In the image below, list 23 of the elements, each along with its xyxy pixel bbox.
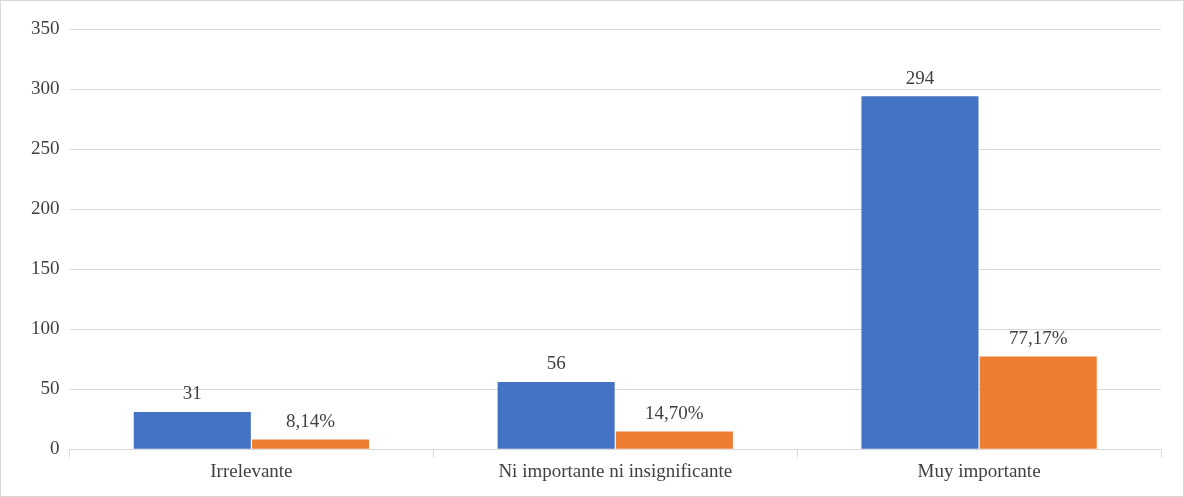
x-tick-label: Irrelevante	[210, 459, 293, 481]
bar	[615, 431, 733, 449]
bar	[497, 381, 615, 449]
data-label: 31	[182, 382, 202, 404]
y-tick-label: 0	[50, 437, 60, 459]
y-tick-label: 50	[40, 377, 60, 399]
data-label: 8,14%	[286, 409, 336, 431]
bar	[252, 439, 370, 449]
bar	[979, 356, 1097, 449]
x-tick-label: Ni importante ni insignificante	[498, 459, 733, 481]
y-tick-label: 250	[31, 137, 60, 159]
y-tick-label: 350	[31, 16, 60, 38]
data-label: 77,17%	[1008, 327, 1068, 349]
bar	[861, 96, 979, 449]
y-tick-label: 150	[31, 257, 60, 279]
x-tick-label: Muy importante	[917, 459, 1041, 481]
y-tick-label: 300	[31, 77, 60, 99]
y-tick-label: 100	[31, 317, 60, 339]
data-label: 56	[546, 352, 566, 374]
data-label: 14,70%	[645, 402, 704, 424]
data-label: 294	[905, 66, 935, 88]
bar	[133, 411, 251, 449]
y-tick-label: 200	[31, 197, 60, 219]
